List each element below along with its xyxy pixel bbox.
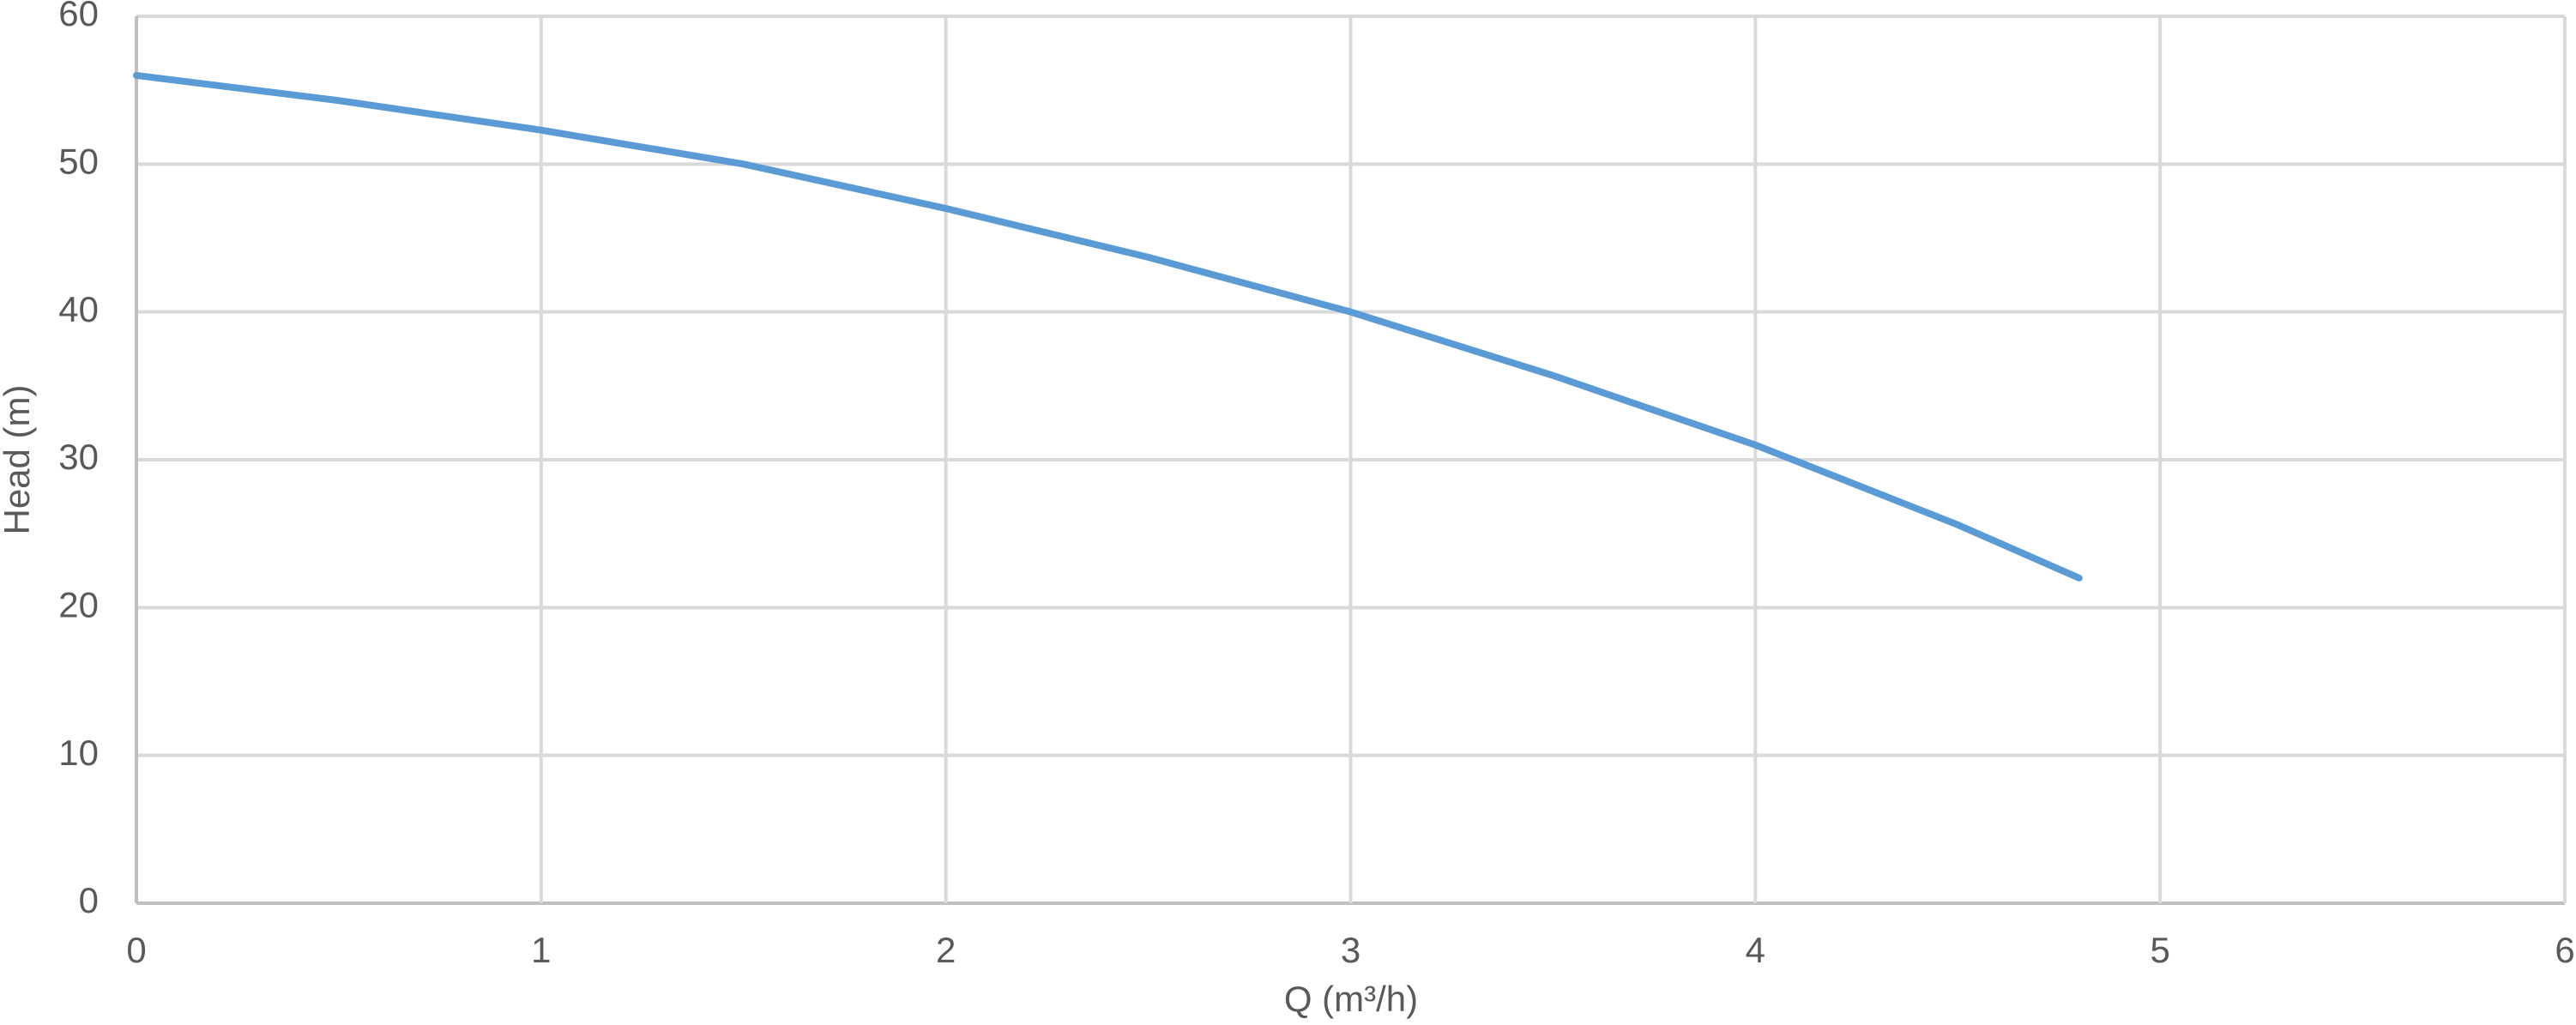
y-tick-label: 50 (58, 141, 99, 181)
x-tick-label: 0 (126, 930, 146, 970)
line (133, 71, 2083, 582)
x-tick-label: 4 (1746, 930, 1765, 970)
x-tick-label: 3 (1341, 930, 1360, 970)
x-tick-label: 2 (936, 930, 956, 970)
x-axis-title: Q (m³/h) (1284, 979, 1418, 1019)
x-tick-label: 1 (531, 930, 551, 970)
y-axis-title: Head (m) (0, 384, 37, 534)
y-tick-label: 30 (58, 437, 99, 477)
x-tick-label: 5 (2150, 930, 2169, 970)
y-tick-label: 40 (58, 289, 99, 329)
y-tick-label: 10 (58, 733, 99, 773)
y-tick-label: 0 (79, 880, 99, 920)
x-tick-label: 6 (2555, 930, 2574, 970)
y-tick-label: 20 (58, 584, 99, 624)
y-tick-label: 60 (58, 0, 99, 33)
